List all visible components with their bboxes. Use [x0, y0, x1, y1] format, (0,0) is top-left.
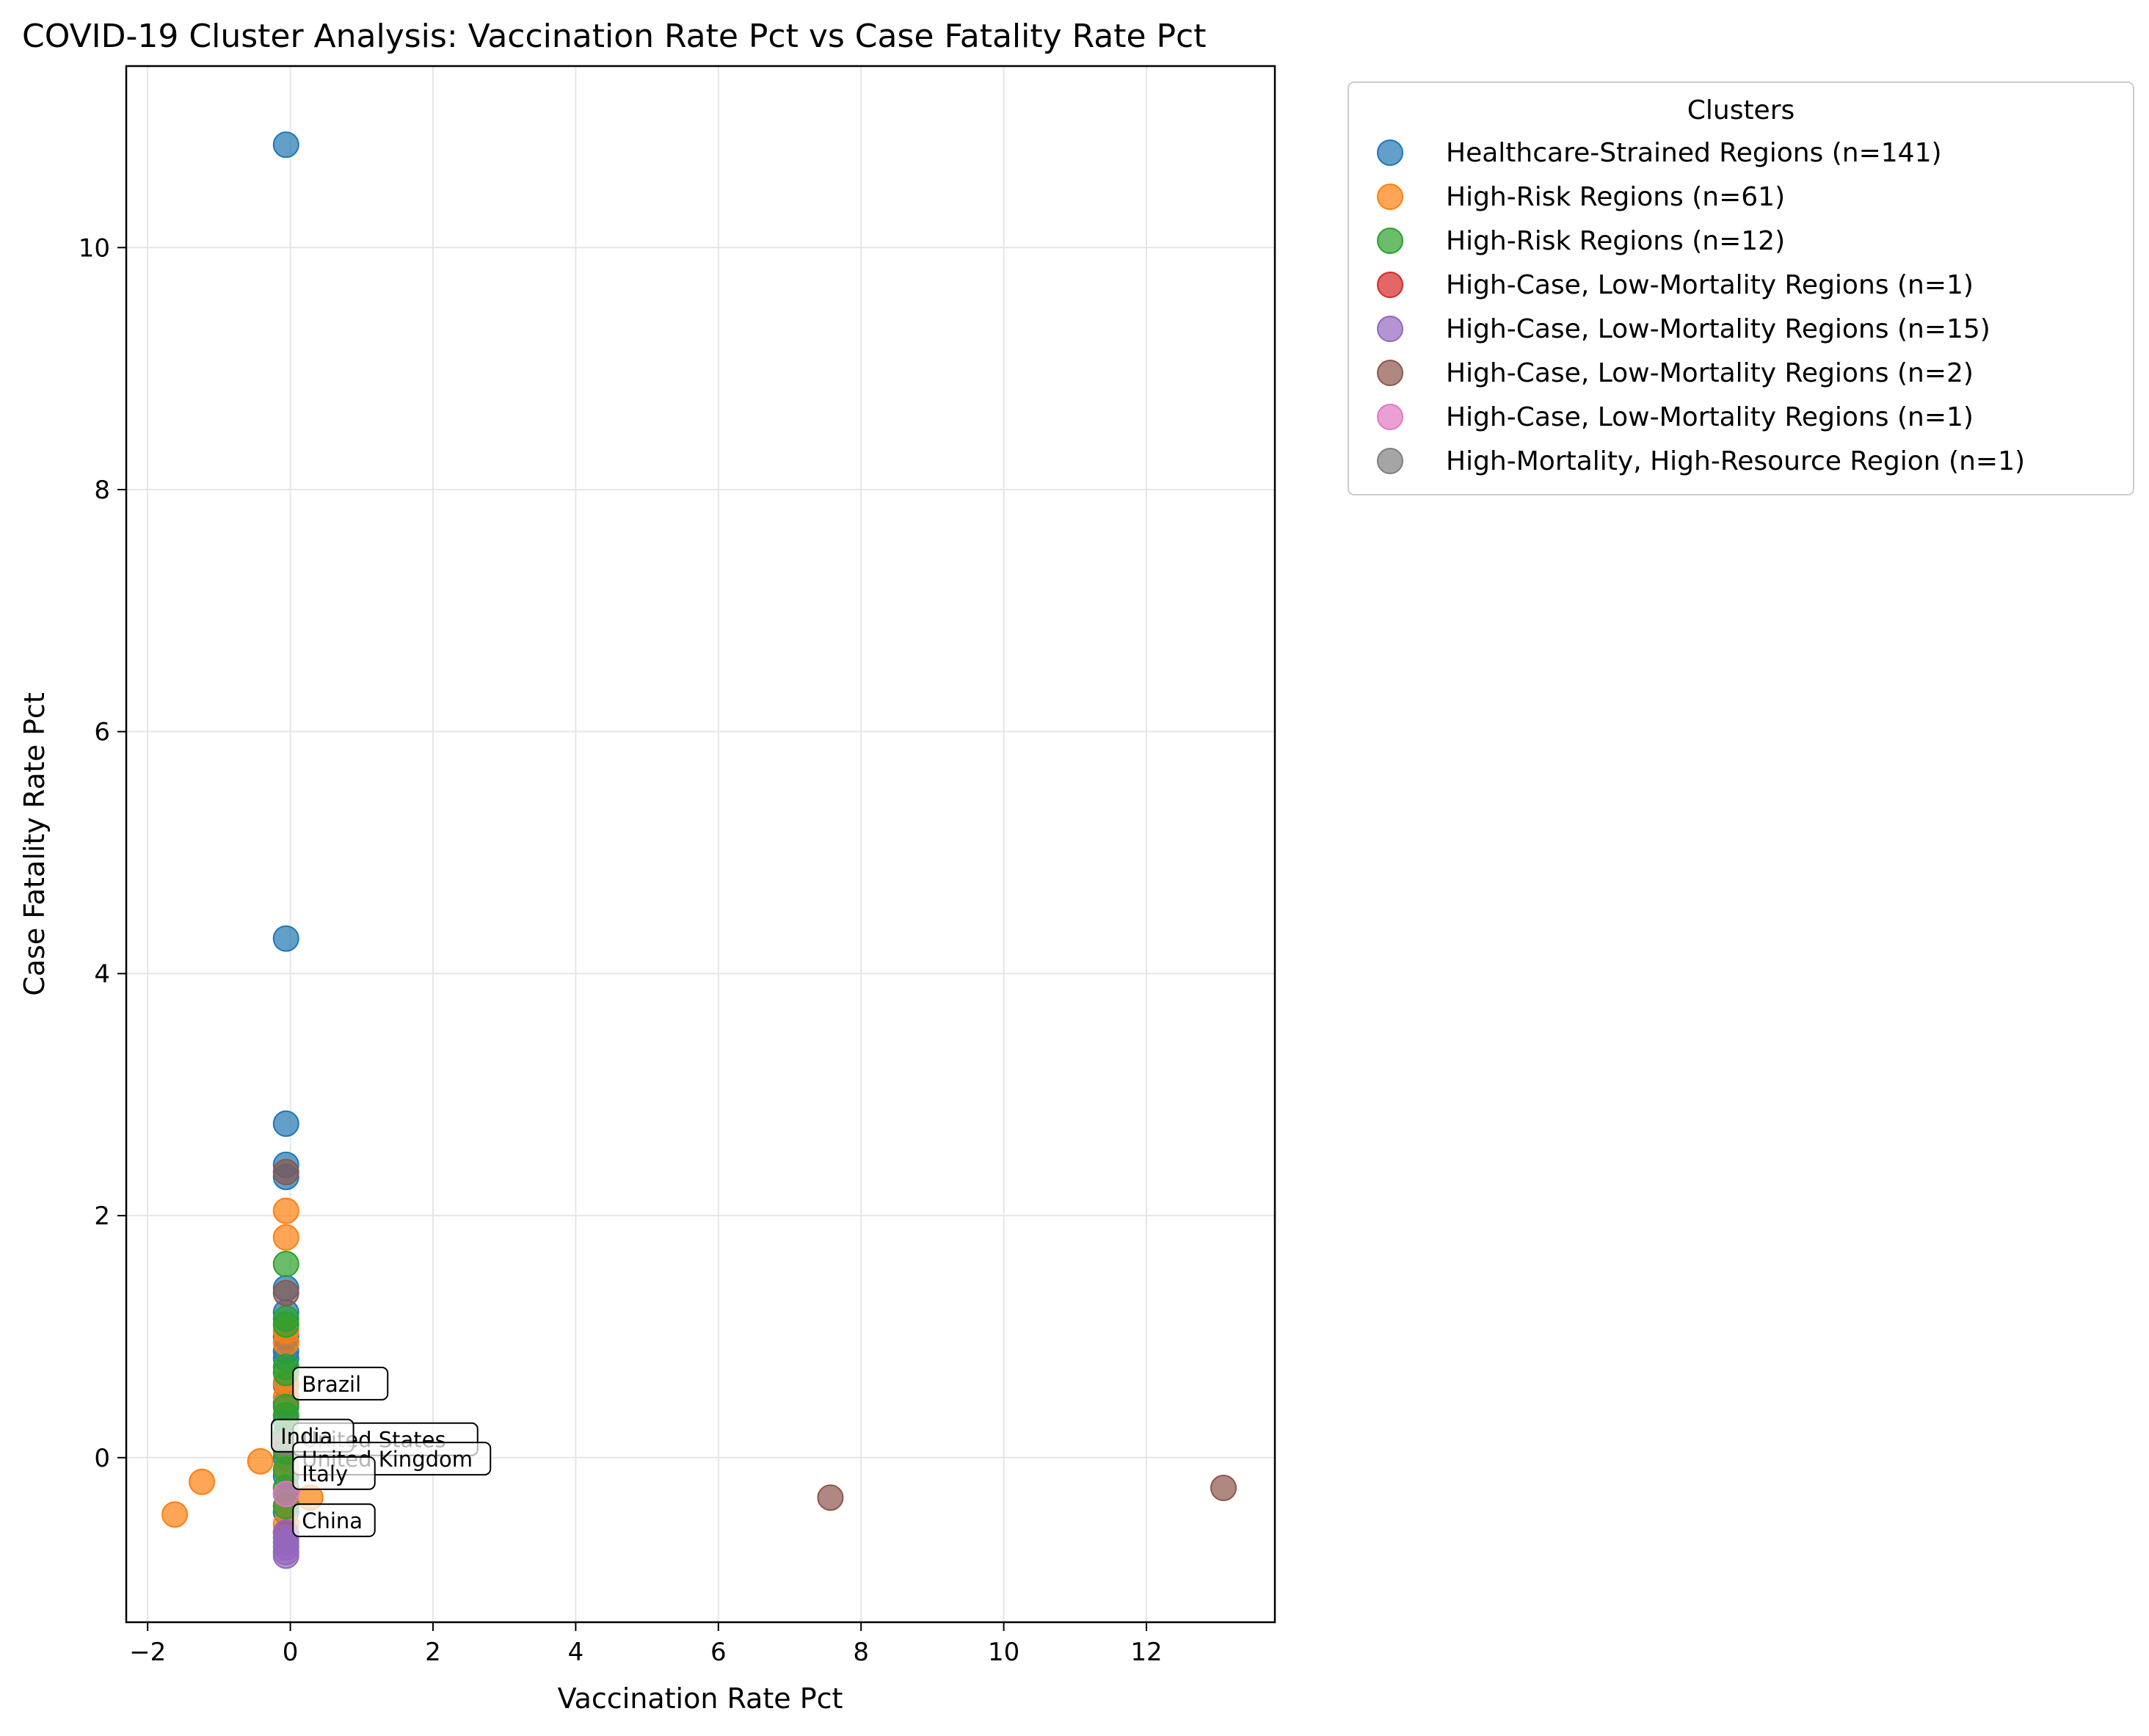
- annotation-box: [292, 1456, 376, 1490]
- scatter-point-series-2: [161, 1501, 189, 1528]
- x-tick-label: 4: [568, 1638, 584, 1667]
- annotation-italy: Italy: [292, 1456, 376, 1490]
- scatter-point-series-5: [272, 1542, 299, 1569]
- legend-entry-1: Healthcare-Strained Regions (n=141): [1377, 138, 1942, 168]
- x-tick-label: −2: [129, 1638, 166, 1667]
- x-axis-label: Vaccination Rate Pct: [558, 1682, 843, 1715]
- annotation-label: Italy: [302, 1461, 348, 1486]
- legend: Clusters Healthcare-Strained Regions (n=…: [1348, 81, 2134, 495]
- legend-label: High-Case, Low-Mortality Regions (n=1): [1446, 270, 1974, 300]
- y-tick-label: 10: [79, 233, 110, 263]
- scatter-point-series-1: [272, 131, 299, 159]
- scatter-point-series-2: [189, 1468, 216, 1495]
- legend-frame: [1348, 81, 2134, 495]
- x-tick-label: 6: [710, 1638, 727, 1667]
- y-axis-ticks: 0 2 4 6 8 10: [79, 233, 126, 1473]
- scatter-point-series-3: [272, 1311, 299, 1338]
- legend-marker: [1377, 228, 1403, 254]
- annotation-box: [292, 1366, 389, 1401]
- legend-entry-8: High-Mortality, High-Resource Region (n=…: [1377, 446, 2025, 476]
- scatter-point-series-6: [1210, 1475, 1237, 1502]
- legend-label: High-Mortality, High-Resource Region (n=…: [1446, 446, 2025, 476]
- y-tick-label: 0: [94, 1444, 110, 1473]
- legend-marker: [1377, 404, 1403, 430]
- legend-entry-4: High-Case, Low-Mortality Regions (n=1): [1377, 270, 1974, 300]
- annotation-label: China: [302, 1508, 363, 1533]
- legend-label: High-Case, Low-Mortality Regions (n=1): [1446, 402, 1974, 432]
- annotation-brazil: Brazil: [292, 1366, 389, 1401]
- legend-entry-6: High-Case, Low-Mortality Regions (n=2): [1377, 358, 1974, 388]
- scatter-point-series-2: [272, 1224, 299, 1251]
- x-tick-label: 2: [425, 1638, 441, 1667]
- legend-label: High-Case, Low-Mortality Regions (n=15): [1446, 314, 1990, 344]
- scatter-point-series-6: [817, 1484, 844, 1511]
- legend-label: High-Case, Low-Mortality Regions (n=2): [1446, 358, 1974, 388]
- scatter-point-series-6: [272, 1158, 299, 1185]
- legend-marker: [1377, 272, 1403, 298]
- legend-label: High-Risk Regions (n=12): [1446, 226, 1785, 256]
- y-tick-label: 4: [94, 959, 110, 989]
- legend-title: Clusters: [1687, 95, 1795, 126]
- data-points: [161, 131, 1237, 1569]
- legend-marker: [1377, 139, 1403, 166]
- y-tick-label: 6: [94, 718, 110, 747]
- y-axis-label: Case Fatality Rate Pct: [18, 692, 51, 995]
- annotation-box: [292, 1503, 376, 1538]
- scatter-point-series-1: [272, 1110, 299, 1137]
- legend-entry-5: High-Case, Low-Mortality Regions (n=15): [1377, 314, 1990, 344]
- legend-marker: [1377, 184, 1403, 210]
- legend-marker: [1377, 360, 1403, 386]
- scatter-point-series-2: [247, 1448, 274, 1475]
- x-tick-label: 10: [988, 1638, 1019, 1667]
- legend-label: Healthcare-Strained Regions (n=141): [1446, 138, 1942, 168]
- legend-entries: Healthcare-Strained Regions (n=141) High-…: [1377, 138, 2025, 476]
- scatter-point-series-7: [272, 1481, 299, 1508]
- chart-title: COVID-19 Cluster Analysis: Vaccination R…: [22, 18, 1207, 55]
- legend-entry-7: High-Case, Low-Mortality Regions (n=1): [1377, 402, 1974, 432]
- annotation-label: Brazil: [302, 1372, 361, 1397]
- legend-marker: [1377, 316, 1403, 342]
- legend-label: High-Risk Regions (n=61): [1446, 182, 1785, 212]
- y-tick-label: 2: [94, 1202, 110, 1231]
- scatter-point-series-2: [272, 1197, 299, 1224]
- scatter-point-series-6: [272, 1279, 299, 1307]
- legend-entry-3: High-Risk Regions (n=12): [1377, 226, 1785, 256]
- grid-lines: [126, 66, 1275, 1622]
- legend-marker: [1377, 448, 1403, 474]
- x-axis-ticks: −2 0 2 4 6 8 10 12: [129, 1622, 1163, 1667]
- x-tick-label: 0: [283, 1638, 299, 1667]
- plot-frame: [125, 65, 1276, 1624]
- annotation-china: China: [292, 1503, 376, 1538]
- scatter-point-series-1: [272, 925, 299, 952]
- x-tick-label: 8: [853, 1638, 869, 1667]
- legend-entry-2: High-Risk Regions (n=61): [1377, 182, 1785, 212]
- x-tick-label: 12: [1130, 1638, 1162, 1667]
- scatter-point-series-3: [272, 1251, 299, 1278]
- y-tick-label: 8: [94, 476, 110, 505]
